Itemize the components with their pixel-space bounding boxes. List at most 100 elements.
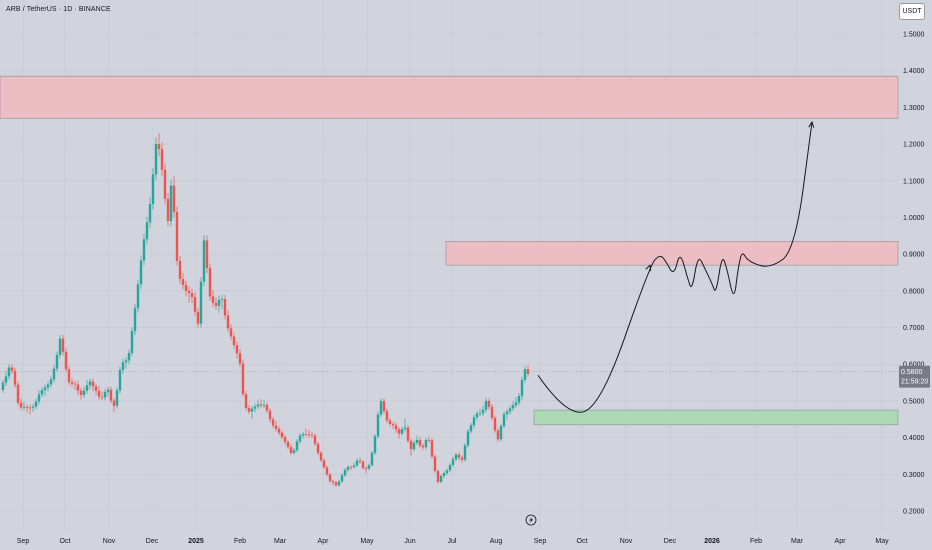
candle (376, 411, 380, 439)
candle (10, 364, 14, 374)
candle-body (382, 401, 386, 412)
candle-body (184, 284, 188, 291)
candle-body (172, 185, 176, 212)
candle (370, 450, 374, 467)
candle (181, 272, 185, 290)
candle-body (73, 383, 77, 385)
candle (244, 391, 248, 411)
y-tick-label: 0.8000 (903, 288, 925, 295)
x-tick-label: Nov (103, 538, 116, 545)
lightning-icon-bolt (529, 516, 533, 524)
candle-body (22, 407, 26, 409)
candle (193, 291, 197, 316)
candle (304, 428, 308, 437)
candle (40, 387, 44, 398)
candle-body (376, 414, 380, 437)
candle (406, 425, 410, 444)
projection-drawing[interactable] (537, 120, 815, 413)
candle-body (169, 185, 173, 222)
candle (412, 440, 416, 452)
countdown-label: 21:59:20 (901, 379, 928, 386)
candle-body (325, 467, 329, 475)
x-tick-label: 2025 (188, 538, 204, 545)
candle (19, 398, 23, 411)
candle-body (484, 400, 488, 410)
candle (445, 468, 449, 475)
candle (313, 433, 317, 446)
x-tick-label: Feb (750, 538, 762, 545)
zone-upper-resistance[interactable] (0, 75, 899, 119)
candle-body (445, 470, 449, 474)
candle (337, 479, 341, 487)
candle (403, 418, 407, 432)
x-tick-label: Dec (146, 538, 159, 545)
candle (418, 436, 422, 448)
candle-body (40, 390, 44, 395)
candle (343, 468, 347, 477)
candle-body (442, 473, 446, 477)
candle (472, 414, 476, 429)
candle-body (37, 394, 41, 402)
candle (436, 469, 440, 484)
candle (262, 400, 266, 409)
candle (487, 398, 491, 410)
candle-body (298, 435, 302, 442)
candle-body (4, 376, 8, 383)
candle (22, 402, 26, 411)
candle-body (94, 386, 98, 391)
candle (97, 386, 101, 400)
candle (4, 371, 8, 386)
zones-layer[interactable] (0, 75, 899, 426)
candle-body (43, 387, 47, 391)
candle-body (34, 401, 38, 407)
current-price-tag[interactable]: 0.5800 21:59:20 (899, 365, 930, 388)
candle (481, 405, 485, 416)
candle-body (136, 284, 140, 309)
candle-body (1, 382, 5, 390)
candle (217, 295, 221, 313)
x-tick-label: Nov (620, 538, 633, 545)
candle-body (10, 367, 14, 371)
candle (433, 454, 437, 473)
zone-mid-resistance[interactable] (445, 241, 899, 266)
candle (34, 398, 38, 410)
axes-layer[interactable]: 0.2000 0.3000 0.4000 0.5000 0.6000 0.7000 0.80… (17, 32, 930, 546)
candle (388, 417, 392, 427)
candle (457, 452, 461, 461)
candle-body (85, 385, 89, 391)
candle-body (460, 457, 464, 460)
candle-body (475, 413, 479, 418)
y-tick-label: 1.5000 (903, 32, 925, 39)
candle (100, 391, 104, 401)
x-tick-label: Oct (577, 538, 588, 545)
candle-body (52, 368, 56, 380)
candle (103, 389, 107, 401)
x-tick-label: Oct (60, 538, 71, 545)
candle (85, 380, 89, 394)
candle (196, 307, 200, 328)
y-tick-label: 1.0000 (903, 215, 925, 222)
candle-body (373, 436, 377, 453)
lightning-icon[interactable] (525, 514, 537, 526)
currency-button[interactable]: USDT (899, 3, 925, 20)
candle-body (328, 474, 332, 482)
candle-body (268, 410, 272, 420)
candle (28, 404, 32, 415)
candle (214, 297, 218, 311)
candle-body (322, 460, 326, 468)
candle-body (304, 434, 308, 435)
candle-body (286, 441, 290, 448)
projection-path[interactable] (537, 121, 813, 413)
x-tick-label: Mar (274, 538, 287, 545)
zone-support[interactable] (533, 409, 899, 426)
candle-body (112, 400, 116, 406)
y-tick-label: 0.7000 (903, 325, 925, 332)
candle-body (280, 432, 284, 438)
candle (265, 402, 269, 414)
candle-body (397, 429, 401, 434)
candle (70, 378, 74, 388)
candle-body (331, 481, 335, 483)
candle (523, 365, 527, 383)
